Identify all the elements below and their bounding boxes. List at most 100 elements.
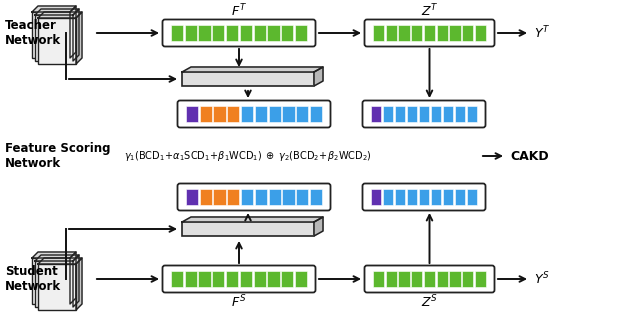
Bar — [398, 271, 410, 287]
Bar — [395, 189, 405, 205]
Polygon shape — [73, 255, 79, 307]
Bar — [269, 106, 281, 122]
Polygon shape — [32, 6, 76, 12]
Bar — [200, 189, 212, 205]
Text: Student
Network: Student Network — [5, 265, 61, 293]
Bar — [213, 106, 226, 122]
Bar — [372, 271, 384, 287]
Polygon shape — [32, 252, 76, 258]
Bar — [198, 25, 211, 41]
Bar — [431, 189, 441, 205]
Bar — [182, 222, 314, 236]
Bar — [431, 106, 441, 122]
Bar — [35, 15, 73, 61]
Polygon shape — [70, 252, 76, 304]
Bar — [424, 271, 435, 287]
Bar — [398, 25, 410, 41]
Bar — [227, 189, 239, 205]
Bar — [255, 106, 267, 122]
Bar — [226, 25, 238, 41]
Bar — [268, 25, 280, 41]
Bar — [281, 25, 293, 41]
Polygon shape — [182, 217, 323, 222]
Bar — [419, 106, 429, 122]
Polygon shape — [35, 9, 79, 15]
Bar — [419, 189, 429, 205]
FancyBboxPatch shape — [365, 19, 495, 47]
Bar — [383, 106, 393, 122]
Bar — [310, 189, 322, 205]
Bar — [212, 271, 225, 287]
Polygon shape — [182, 67, 323, 72]
Bar — [296, 106, 308, 122]
Bar — [385, 271, 397, 287]
Bar — [462, 271, 474, 287]
FancyBboxPatch shape — [163, 265, 316, 293]
FancyBboxPatch shape — [177, 100, 330, 128]
Bar — [282, 106, 294, 122]
Bar — [200, 106, 212, 122]
Bar — [213, 189, 226, 205]
Bar — [436, 25, 448, 41]
Bar — [385, 25, 397, 41]
Text: $Y^T$: $Y^T$ — [534, 25, 550, 41]
FancyBboxPatch shape — [163, 19, 316, 47]
Bar — [411, 271, 422, 287]
Bar — [32, 258, 70, 304]
Text: Teacher
Network: Teacher Network — [5, 19, 61, 47]
Polygon shape — [38, 258, 82, 264]
Text: $F^S$: $F^S$ — [231, 294, 246, 311]
Bar — [241, 189, 253, 205]
Bar — [240, 271, 252, 287]
Bar — [269, 189, 281, 205]
Bar — [184, 271, 197, 287]
Bar — [371, 189, 381, 205]
Polygon shape — [35, 255, 79, 261]
Bar — [255, 189, 267, 205]
Bar — [449, 271, 461, 287]
Bar — [226, 271, 238, 287]
Polygon shape — [76, 258, 82, 310]
Bar — [372, 25, 384, 41]
Bar — [462, 25, 474, 41]
Bar — [198, 271, 211, 287]
Bar — [455, 106, 465, 122]
Bar — [424, 25, 435, 41]
Bar — [184, 25, 197, 41]
Bar — [443, 106, 453, 122]
Bar — [371, 106, 381, 122]
Text: $Z^T$: $Z^T$ — [420, 2, 438, 19]
Bar — [38, 264, 76, 310]
Text: Feature Scoring
Network: Feature Scoring Network — [5, 142, 111, 170]
Polygon shape — [38, 12, 82, 18]
Text: $\gamma_1(\mathrm{BCD}_1\!+\!\alpha_1\mathrm{SCD}_1\!+\!\beta_1\mathrm{WCD}_1)\;: $\gamma_1(\mathrm{BCD}_1\!+\!\alpha_1\ma… — [124, 149, 372, 163]
Bar — [310, 106, 322, 122]
Bar — [475, 25, 486, 41]
Bar — [436, 271, 448, 287]
Bar — [282, 189, 294, 205]
Text: $Z^S$: $Z^S$ — [421, 294, 438, 311]
Polygon shape — [70, 6, 76, 58]
Bar — [295, 271, 307, 287]
Bar — [449, 25, 461, 41]
Bar — [268, 271, 280, 287]
Text: $Y^S$: $Y^S$ — [534, 271, 550, 287]
Bar — [186, 189, 198, 205]
Polygon shape — [73, 9, 79, 61]
Bar — [383, 189, 393, 205]
Bar — [296, 189, 308, 205]
Bar — [241, 106, 253, 122]
Bar — [475, 271, 486, 287]
FancyBboxPatch shape — [365, 265, 495, 293]
Bar — [395, 106, 405, 122]
Polygon shape — [76, 12, 82, 64]
Bar — [240, 25, 252, 41]
Bar — [467, 106, 477, 122]
Bar — [455, 189, 465, 205]
Bar — [227, 106, 239, 122]
Bar — [281, 271, 293, 287]
Polygon shape — [314, 67, 323, 86]
Bar — [171, 271, 183, 287]
Bar — [443, 189, 453, 205]
Bar — [407, 189, 417, 205]
